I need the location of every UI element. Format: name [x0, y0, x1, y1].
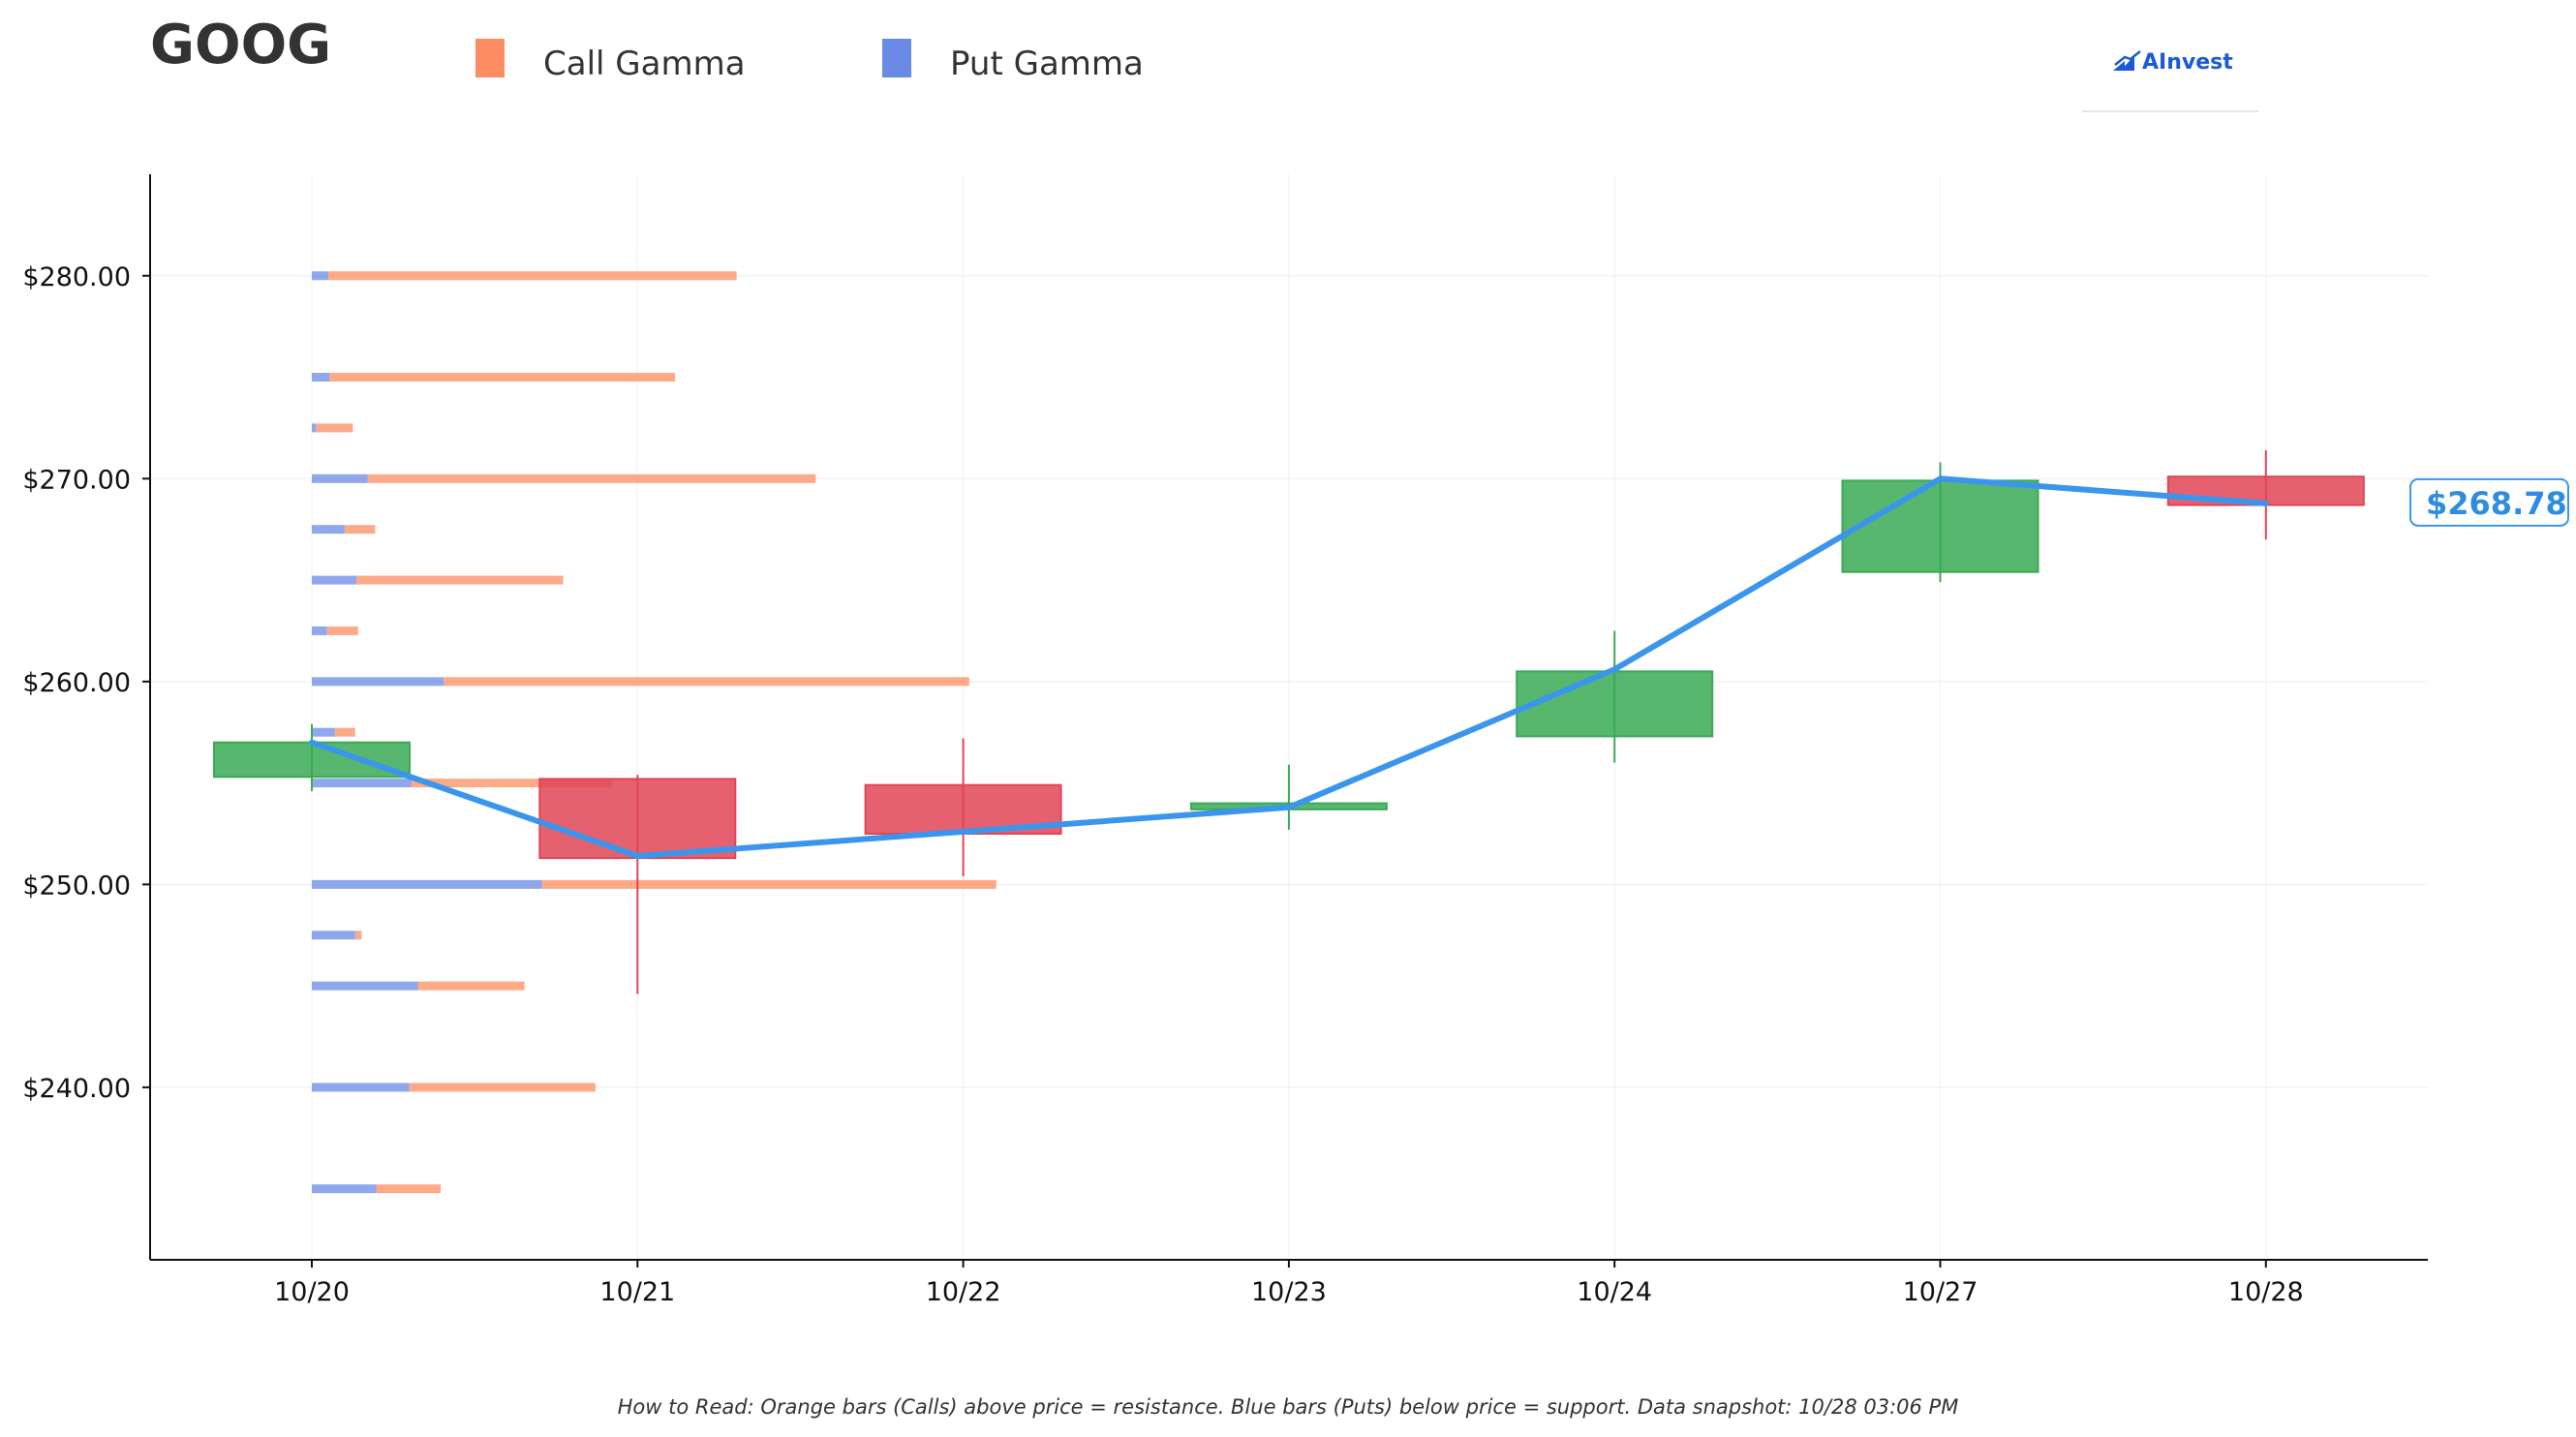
x-tick-label: 10/23	[1251, 1277, 1327, 1307]
x-tick-label: 10/22	[926, 1277, 1001, 1307]
y-tick-label: $250.00	[22, 871, 131, 901]
put-gamma-bar	[312, 981, 418, 991]
call-gamma-bar	[409, 1083, 596, 1092]
ticker-title: GOOG	[150, 14, 332, 76]
y-tick-label: $260.00	[22, 668, 131, 698]
put-gamma-bar	[312, 626, 327, 635]
x-axis-ticks: 10/20 10/21 10/22 10/23 10/24 10/27 10/28	[274, 1260, 2304, 1307]
candle-body	[538, 778, 737, 860]
put-gamma-bar	[312, 779, 412, 788]
brand-chart-icon	[2113, 50, 2141, 71]
price-line-group	[309, 475, 2269, 860]
brand-name: AInvest	[2142, 50, 2233, 75]
put-gamma-bar	[312, 727, 335, 737]
brand-logo: AInvest	[2082, 45, 2266, 112]
y-axis-ticks: $240.00 $250.00 $260.00 $270.00 $280.00	[22, 262, 150, 1104]
call-gamma-bar	[329, 373, 676, 382]
legend-label-call: Call Gamma	[543, 45, 746, 83]
put-gamma-bar	[312, 677, 445, 687]
brand-underline	[2082, 110, 2258, 112]
x-tick-label: 10/20	[274, 1277, 350, 1307]
price-line	[309, 475, 2269, 860]
call-gamma-bar	[367, 474, 816, 483]
x-tick-label: 10/24	[1577, 1277, 1652, 1307]
put-gamma-bar	[312, 575, 356, 585]
call-gamma-bar	[327, 271, 737, 281]
gamma-bars	[312, 271, 997, 1194]
legend-swatch-put	[882, 39, 911, 77]
call-gamma-bar	[376, 1184, 442, 1194]
call-gamma-bar	[316, 423, 353, 433]
call-gamma-bar	[541, 879, 997, 889]
put-gamma-bar	[312, 373, 330, 382]
put-gamma-bar	[312, 879, 542, 889]
call-gamma-bar	[355, 575, 564, 585]
put-gamma-bar	[312, 271, 328, 281]
y-tick-label: $240.00	[22, 1074, 131, 1104]
legend-swatch-call	[475, 39, 505, 77]
y-tick-label: $270.00	[22, 465, 131, 495]
x-tick-label: 10/27	[1903, 1277, 1978, 1307]
candle-body	[1841, 479, 2039, 573]
call-gamma-bar	[411, 779, 613, 788]
x-tick-label: 10/21	[599, 1277, 675, 1307]
how-to-read-footnote: How to Read: Orange bars (Calls) above p…	[617, 1395, 1959, 1419]
last-price-badge: $268.78	[2409, 477, 2569, 527]
last-price-label: $268.78	[2426, 485, 2567, 522]
x-tick-label: 10/28	[2228, 1277, 2304, 1307]
put-gamma-bar	[312, 474, 368, 483]
put-gamma-bar	[312, 1083, 410, 1092]
call-gamma-bar	[444, 677, 969, 687]
grid-lines	[150, 174, 2428, 1260]
last-price-box	[2409, 477, 2569, 527]
call-gamma-bar	[334, 727, 355, 737]
put-gamma-bar	[312, 1184, 377, 1194]
candle-body	[1516, 670, 1714, 738]
call-gamma-bar	[417, 981, 525, 991]
y-tick-label: $280.00	[22, 262, 131, 292]
candle-body	[213, 741, 411, 779]
put-gamma-bar	[312, 931, 355, 940]
put-gamma-bar	[312, 423, 317, 433]
call-gamma-bar	[354, 931, 362, 940]
legend-label-put: Put Gamma	[950, 45, 1144, 83]
call-gamma-bar	[344, 525, 376, 535]
call-gamma-bar	[326, 626, 358, 635]
put-gamma-bar	[312, 525, 345, 535]
